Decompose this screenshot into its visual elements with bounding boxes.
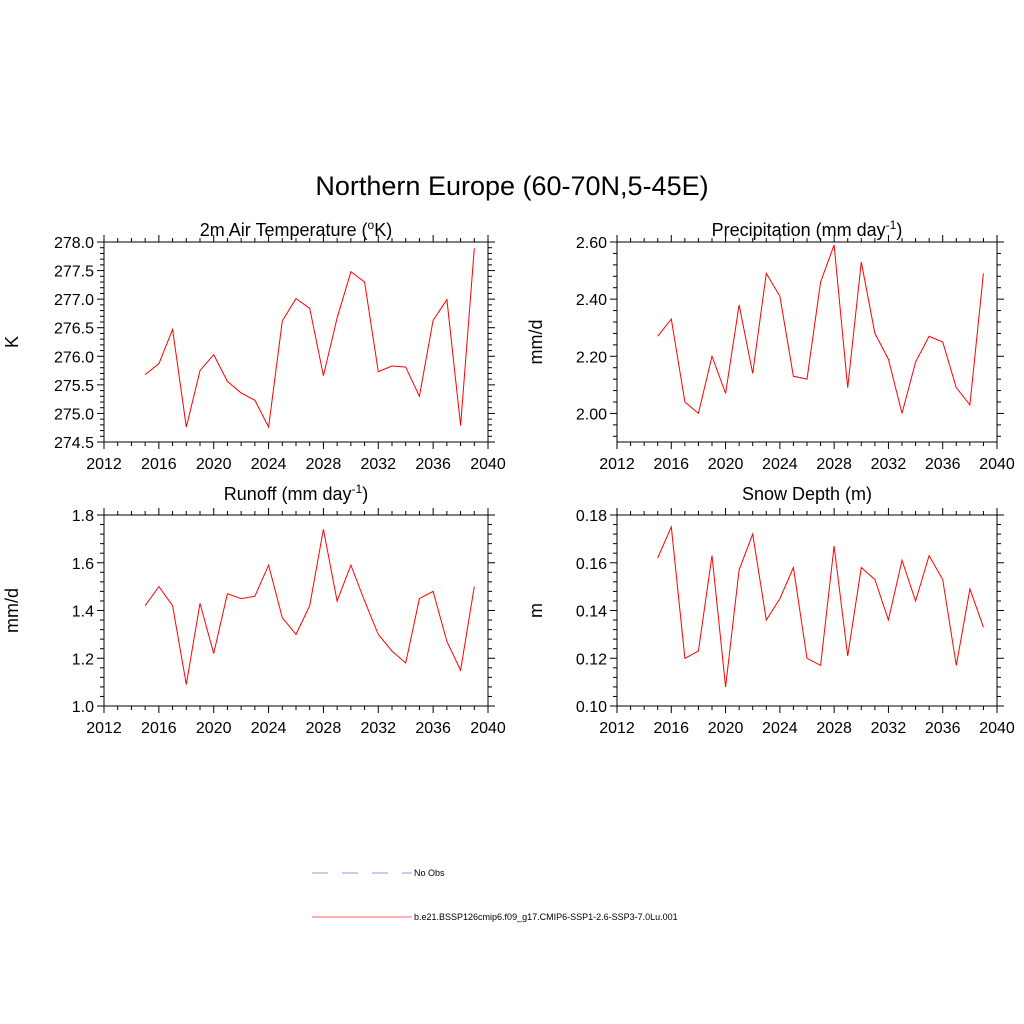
y-tick-label: 0.12 xyxy=(576,651,607,668)
x-tick-label: 2016 xyxy=(653,456,689,473)
x-tick-label: 2036 xyxy=(415,456,451,473)
legend: No Obs b.e21.BSSP126cmip6.f09_g17.CMIP6-S… xyxy=(312,868,678,922)
x-tick-label: 2032 xyxy=(360,720,396,737)
x-tick-label: 2012 xyxy=(86,456,122,473)
x-tick-label: 2020 xyxy=(708,720,744,737)
x-tick-label: 2032 xyxy=(871,720,907,737)
x-tick-label: 2012 xyxy=(86,720,122,737)
x-tick-label: 2020 xyxy=(196,456,232,473)
x-tick-label: 2020 xyxy=(708,456,744,473)
x-tick-label: 2012 xyxy=(599,720,635,737)
panel-title-superscript: -1 xyxy=(886,218,897,232)
legend-label: No Obs xyxy=(414,868,445,878)
x-tick-label: 2028 xyxy=(816,720,852,737)
y-tick-label: 2.00 xyxy=(576,406,607,423)
y-tick-label: 277.0 xyxy=(54,292,94,309)
y-tick-label: 276.5 xyxy=(54,321,94,338)
x-tick-label: 2036 xyxy=(925,456,961,473)
y-tick-label: 1.6 xyxy=(72,556,94,573)
y-axis-label: m xyxy=(526,603,546,618)
panel-title-text: Snow Depth (m) xyxy=(742,484,872,504)
y-tick-label: 1.2 xyxy=(72,651,94,668)
x-tick-label: 2040 xyxy=(470,720,506,737)
series-line-1 xyxy=(144,248,475,429)
x-tick-label: 2016 xyxy=(141,720,177,737)
x-tick-label: 2012 xyxy=(599,456,635,473)
plot-frame xyxy=(616,241,998,443)
x-tick-label: 2040 xyxy=(979,456,1015,473)
y-tick-label: 2.20 xyxy=(576,349,607,366)
panel-title-text: 2m Air Temperature ( xyxy=(200,220,368,240)
y-tick-label: 275.5 xyxy=(54,378,94,395)
x-tick-label: 2024 xyxy=(762,456,798,473)
panel-title-suffix: ) xyxy=(362,484,368,504)
x-tick-label: 2028 xyxy=(816,456,852,473)
y-tick-label: 274.5 xyxy=(54,435,94,452)
y-tick-label: 0.16 xyxy=(576,556,607,573)
x-tick-label: 2036 xyxy=(925,720,961,737)
y-tick-label: 275.0 xyxy=(54,406,94,423)
y-axis-label: mm/d xyxy=(526,320,546,365)
panel-title-suffix: K) xyxy=(374,220,392,240)
y-tick-label: 0.10 xyxy=(576,699,607,716)
figure-title: Northern Europe (60-70N,5-45E) xyxy=(315,171,708,201)
chart-panel-1: 2m Air Temperature (oK) 2012 2016 2020 2024 2… xyxy=(2,218,506,473)
series-line-1 xyxy=(657,524,984,687)
panel-title-text: Runoff (mm day xyxy=(224,484,352,504)
x-tick-label: 2032 xyxy=(360,456,396,473)
x-tick-label: 2024 xyxy=(251,720,287,737)
panel-title: 2m Air Temperature (oK) xyxy=(200,218,392,240)
panel-title-superscript: -1 xyxy=(352,482,363,496)
y-axis-label: mm/d xyxy=(2,588,22,633)
y-tick-label: 1.8 xyxy=(72,508,94,525)
x-tick-label: 2020 xyxy=(196,720,232,737)
y-tick-label: 0.14 xyxy=(576,604,607,621)
x-tick-label: 2016 xyxy=(653,720,689,737)
y-tick-label: 276.0 xyxy=(54,349,94,366)
plot-frame xyxy=(103,514,489,707)
plot-frame xyxy=(616,514,998,707)
x-tick-label: 2028 xyxy=(306,720,342,737)
chart-panel-2: Precipitation (mm day-1) 2012 2016 2020 2024… xyxy=(526,218,1015,473)
x-tick-label: 2040 xyxy=(979,720,1015,737)
panel-title: Precipitation (mm day-1) xyxy=(712,218,903,240)
y-tick-label: 1.0 xyxy=(72,699,94,716)
x-tick-label: 2024 xyxy=(762,720,798,737)
chart-panel-3: Runoff (mm day-1) 2012 2016 2020 2024 2028 203… xyxy=(2,482,506,737)
x-tick-label: 2016 xyxy=(141,456,177,473)
y-tick-label: 278.0 xyxy=(54,235,94,252)
panels: 2m Air Temperature (oK)2012 2016 2020 2024 2… xyxy=(2,218,1015,737)
x-tick-label: 2032 xyxy=(871,456,907,473)
series-line-1 xyxy=(657,244,984,415)
y-tick-label: 0.18 xyxy=(576,508,607,525)
x-tick-label: 2040 xyxy=(470,456,506,473)
panel-title-text: Precipitation (mm day xyxy=(712,220,886,240)
y-tick-label: 2.40 xyxy=(576,292,607,309)
panel-title: Snow Depth (m) xyxy=(742,484,872,504)
x-tick-label: 2028 xyxy=(306,456,342,473)
plot-frame xyxy=(103,241,489,443)
series-line-1 xyxy=(144,529,475,685)
y-tick-label: 277.5 xyxy=(54,264,94,281)
panel-title: Runoff (mm day-1) xyxy=(224,482,368,504)
legend-label: b.e21.BSSP126cmip6.f09_g17.CMIP6-SSP1-2.… xyxy=(414,912,678,922)
y-tick-label: 1.4 xyxy=(72,604,94,621)
chart-panel-4: Snow Depth (m) 2012 2016 2020 2024 2028 2032 20… xyxy=(526,484,1015,737)
x-tick-label: 2024 xyxy=(251,456,287,473)
panel-title-superscript: o xyxy=(368,218,375,232)
y-axis-label: K xyxy=(2,336,22,348)
y-tick-label: 2.60 xyxy=(576,235,607,252)
x-tick-label: 2036 xyxy=(415,720,451,737)
panel-title-suffix: ) xyxy=(896,220,902,240)
